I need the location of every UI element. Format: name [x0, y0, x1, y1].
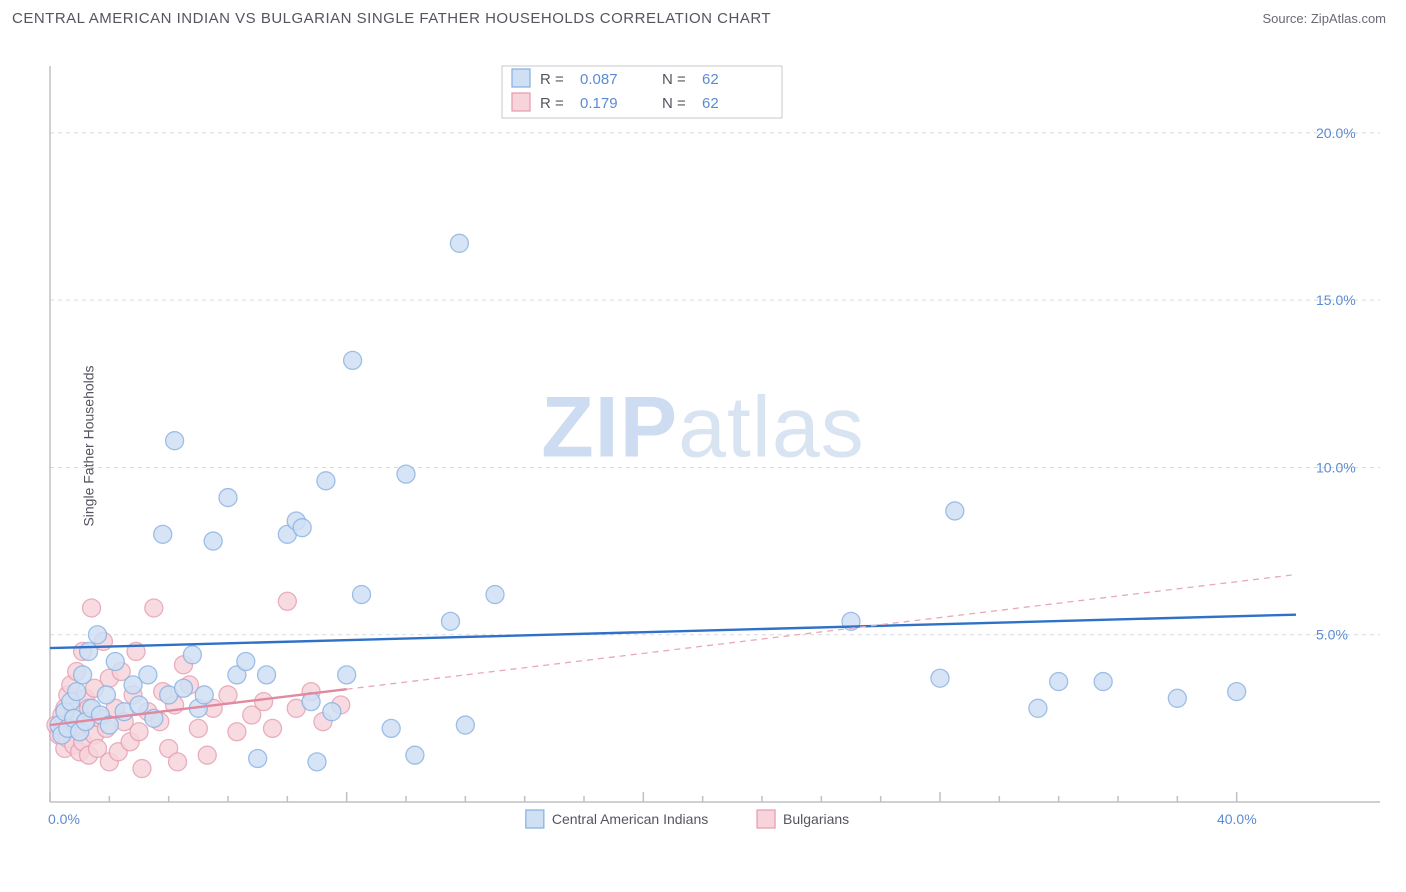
data-point — [169, 753, 187, 771]
page-title: CENTRAL AMERICAN INDIAN VS BULGARIAN SIN… — [12, 10, 771, 27]
svg-text:0.179: 0.179 — [580, 95, 618, 112]
legend-label: Central American Indians — [552, 811, 708, 827]
data-point — [1029, 699, 1047, 717]
y-tick-label: 15.0% — [1316, 292, 1356, 308]
legend-swatch — [757, 810, 775, 828]
data-point — [74, 666, 92, 684]
svg-text:N =: N = — [662, 95, 686, 112]
data-point — [338, 666, 356, 684]
svg-text:N =: N = — [662, 71, 686, 88]
data-point — [204, 532, 222, 550]
stats-swatch — [512, 93, 530, 111]
data-point — [1094, 673, 1112, 691]
data-point — [219, 489, 237, 507]
data-point — [175, 679, 193, 697]
data-point — [323, 703, 341, 721]
data-point — [382, 719, 400, 737]
data-point — [255, 693, 273, 711]
data-point — [486, 586, 504, 604]
data-point — [80, 642, 98, 660]
data-point — [88, 626, 106, 644]
data-point — [228, 723, 246, 741]
data-point — [1050, 673, 1068, 691]
data-point — [344, 351, 362, 369]
data-point — [1168, 689, 1186, 707]
data-point — [97, 686, 115, 704]
y-tick-label: 5.0% — [1316, 627, 1348, 643]
data-point — [237, 652, 255, 670]
data-point — [166, 432, 184, 450]
data-point — [83, 599, 101, 617]
legend-label: Bulgarians — [783, 811, 849, 827]
data-point — [264, 719, 282, 737]
data-point — [946, 502, 964, 520]
data-point — [154, 525, 172, 543]
chart-container: 5.0% 10.0% 15.0% 20.0% 0.0% 40.0% R = 0.087 N = 6… — [42, 60, 1386, 832]
data-point — [353, 586, 371, 604]
data-point — [130, 723, 148, 741]
data-point — [249, 750, 267, 768]
data-point — [189, 719, 207, 737]
data-point — [293, 519, 311, 537]
svg-text:R =: R = — [540, 95, 564, 112]
data-point — [133, 760, 151, 778]
y-tick-label: 10.0% — [1316, 459, 1356, 475]
y-tick-label: 20.0% — [1316, 125, 1356, 141]
data-point — [450, 234, 468, 252]
scatter-chart: 5.0% 10.0% 15.0% 20.0% 0.0% 40.0% R = 0.087 N = 6… — [42, 60, 1386, 832]
svg-text:R =: R = — [540, 71, 564, 88]
x-tick-label: 40.0% — [1217, 811, 1257, 827]
data-point — [317, 472, 335, 490]
data-point — [219, 686, 237, 704]
data-point — [139, 666, 157, 684]
data-point — [106, 652, 124, 670]
data-point — [145, 599, 163, 617]
data-point — [130, 696, 148, 714]
svg-text:62: 62 — [702, 71, 719, 88]
data-point — [406, 746, 424, 764]
svg-text:0.087: 0.087 — [580, 71, 618, 88]
data-point — [442, 612, 460, 630]
data-point — [456, 716, 474, 734]
svg-text:62: 62 — [702, 95, 719, 112]
data-point — [931, 669, 949, 687]
source-attribution: Source: ZipAtlas.com — [1262, 11, 1386, 26]
data-point — [68, 683, 86, 701]
data-point — [258, 666, 276, 684]
data-point — [397, 465, 415, 483]
trend-line — [50, 615, 1296, 648]
x-tick-label: 0.0% — [48, 811, 80, 827]
data-point — [308, 753, 326, 771]
data-point — [278, 592, 296, 610]
stats-swatch — [512, 69, 530, 87]
data-point — [183, 646, 201, 664]
data-point — [198, 746, 216, 764]
legend-swatch — [526, 810, 544, 828]
data-point — [1228, 683, 1246, 701]
data-point — [195, 686, 213, 704]
